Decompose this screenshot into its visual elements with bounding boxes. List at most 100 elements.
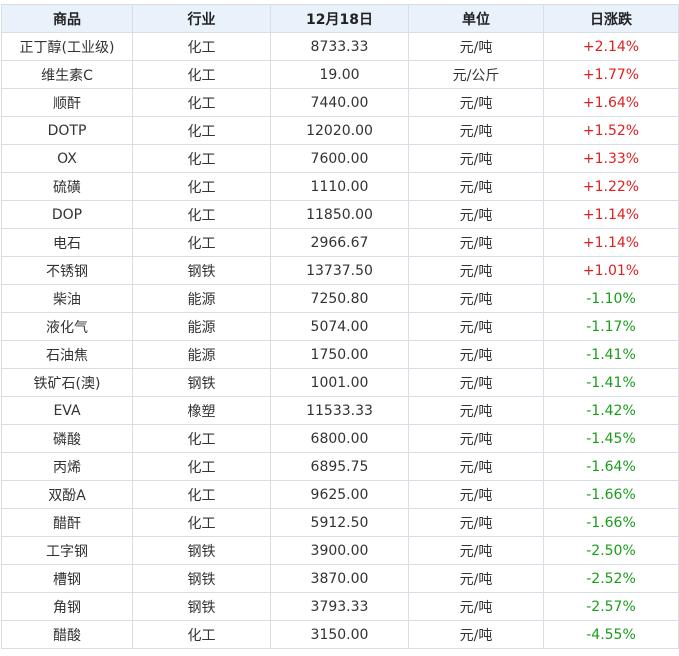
- cell-price: 7440.00: [270, 88, 409, 117]
- cell-name: 槽钢: [1, 564, 133, 593]
- cell-price: 2966.67: [270, 228, 409, 257]
- cell-industry: 钢铁: [132, 536, 271, 565]
- cell-name: DOP: [1, 200, 133, 229]
- cell-price: 1750.00: [270, 340, 409, 369]
- cell-industry: 化工: [132, 32, 271, 61]
- cell-unit: 元/吨: [408, 424, 544, 453]
- cell-name: 磷酸: [1, 424, 133, 453]
- cell-unit: 元/吨: [408, 620, 544, 649]
- header-row: 商品 行业 12月18日 单位 日涨跌: [1, 4, 679, 33]
- table-row: 电石 化工 2966.67 元/吨 +1.14%: [1, 228, 679, 257]
- cell-unit: 元/吨: [408, 172, 544, 201]
- table-body: 正丁醇(工业级) 化工 8733.33 元/吨 +2.14% 维生素C 化工 19.00 元/公…: [1, 32, 679, 649]
- cell-name: 丙烯: [1, 452, 133, 481]
- table-row: 双酚A 化工 9625.00 元/吨 -1.66%: [1, 480, 679, 509]
- cell-industry: 能源: [132, 340, 271, 369]
- cell-unit: 元/吨: [408, 480, 544, 509]
- cell-industry: 钢铁: [132, 368, 271, 397]
- cell-unit: 元/吨: [408, 284, 544, 313]
- cell-name: 维生素C: [1, 60, 133, 89]
- cell-unit: 元/吨: [408, 340, 544, 369]
- table-row: 工字钢 钢铁 3900.00 元/吨 -2.50%: [1, 536, 679, 565]
- table-row: 角钢 钢铁 3793.33 元/吨 -2.57%: [1, 592, 679, 621]
- cell-change: +1.14%: [543, 228, 679, 257]
- cell-change: +2.14%: [543, 32, 679, 61]
- cell-industry: 化工: [132, 144, 271, 173]
- cell-price: 8733.33: [270, 32, 409, 61]
- header-name: 商品: [1, 4, 133, 33]
- cell-unit: 元/公斤: [408, 60, 544, 89]
- cell-name: 硫磺: [1, 172, 133, 201]
- cell-name: 不锈钢: [1, 256, 133, 285]
- table-row: 丙烯 化工 6895.75 元/吨 -1.64%: [1, 452, 679, 481]
- cell-industry: 化工: [132, 88, 271, 117]
- cell-industry: 化工: [132, 620, 271, 649]
- cell-unit: 元/吨: [408, 592, 544, 621]
- cell-name: 柴油: [1, 284, 133, 313]
- cell-price: 5074.00: [270, 312, 409, 341]
- cell-unit: 元/吨: [408, 508, 544, 537]
- cell-industry: 化工: [132, 452, 271, 481]
- cell-price: 1001.00: [270, 368, 409, 397]
- cell-industry: 能源: [132, 312, 271, 341]
- cell-name: 电石: [1, 228, 133, 257]
- table-row: 不锈钢 钢铁 13737.50 元/吨 +1.01%: [1, 256, 679, 285]
- cell-name: EVA: [1, 396, 133, 425]
- cell-change: +1.64%: [543, 88, 679, 117]
- cell-price: 3900.00: [270, 536, 409, 565]
- cell-unit: 元/吨: [408, 32, 544, 61]
- cell-change: +1.52%: [543, 116, 679, 145]
- cell-price: 7250.80: [270, 284, 409, 313]
- cell-price: 3793.33: [270, 592, 409, 621]
- cell-change: -1.45%: [543, 424, 679, 453]
- cell-industry: 钢铁: [132, 564, 271, 593]
- cell-change: -1.41%: [543, 340, 679, 369]
- cell-unit: 元/吨: [408, 536, 544, 565]
- commodity-price-table: 商品 行业 12月18日 单位 日涨跌 正丁醇(工业级) 化工 8733.33 元/吨…: [1, 4, 679, 649]
- cell-industry: 化工: [132, 200, 271, 229]
- cell-price: 12020.00: [270, 116, 409, 145]
- cell-industry: 化工: [132, 60, 271, 89]
- cell-change: +1.01%: [543, 256, 679, 285]
- cell-change: -2.57%: [543, 592, 679, 621]
- table-row: DOP 化工 11850.00 元/吨 +1.14%: [1, 200, 679, 229]
- cell-industry: 化工: [132, 116, 271, 145]
- cell-unit: 元/吨: [408, 312, 544, 341]
- cell-price: 13737.50: [270, 256, 409, 285]
- cell-price: 6800.00: [270, 424, 409, 453]
- cell-name: 工字钢: [1, 536, 133, 565]
- cell-unit: 元/吨: [408, 564, 544, 593]
- cell-industry: 化工: [132, 424, 271, 453]
- cell-change: -1.66%: [543, 480, 679, 509]
- cell-industry: 能源: [132, 284, 271, 313]
- table-row: 醋酸 化工 3150.00 元/吨 -4.55%: [1, 620, 679, 649]
- cell-change: -1.17%: [543, 312, 679, 341]
- header-unit: 单位: [408, 4, 544, 33]
- cell-unit: 元/吨: [408, 144, 544, 173]
- table-header: 商品 行业 12月18日 单位 日涨跌: [1, 4, 679, 33]
- cell-change: -4.55%: [543, 620, 679, 649]
- cell-industry: 化工: [132, 172, 271, 201]
- cell-change: +1.33%: [543, 144, 679, 173]
- cell-unit: 元/吨: [408, 88, 544, 117]
- cell-change: -2.52%: [543, 564, 679, 593]
- cell-change: +1.77%: [543, 60, 679, 89]
- table-row: 正丁醇(工业级) 化工 8733.33 元/吨 +2.14%: [1, 32, 679, 61]
- header-change: 日涨跌: [543, 4, 679, 33]
- table-row: 石油焦 能源 1750.00 元/吨 -1.41%: [1, 340, 679, 369]
- table-row: DOTP 化工 12020.00 元/吨 +1.52%: [1, 116, 679, 145]
- table-row: 液化气 能源 5074.00 元/吨 -1.17%: [1, 312, 679, 341]
- cell-price: 19.00: [270, 60, 409, 89]
- cell-name: DOTP: [1, 116, 133, 145]
- cell-name: 铁矿石(澳): [1, 368, 133, 397]
- cell-price: 11533.33: [270, 396, 409, 425]
- cell-change: -1.10%: [543, 284, 679, 313]
- table-row: 硫磺 化工 1110.00 元/吨 +1.22%: [1, 172, 679, 201]
- cell-name: OX: [1, 144, 133, 173]
- cell-change: -1.42%: [543, 396, 679, 425]
- cell-unit: 元/吨: [408, 228, 544, 257]
- cell-name: 双酚A: [1, 480, 133, 509]
- cell-price: 7600.00: [270, 144, 409, 173]
- cell-unit: 元/吨: [408, 116, 544, 145]
- cell-industry: 钢铁: [132, 592, 271, 621]
